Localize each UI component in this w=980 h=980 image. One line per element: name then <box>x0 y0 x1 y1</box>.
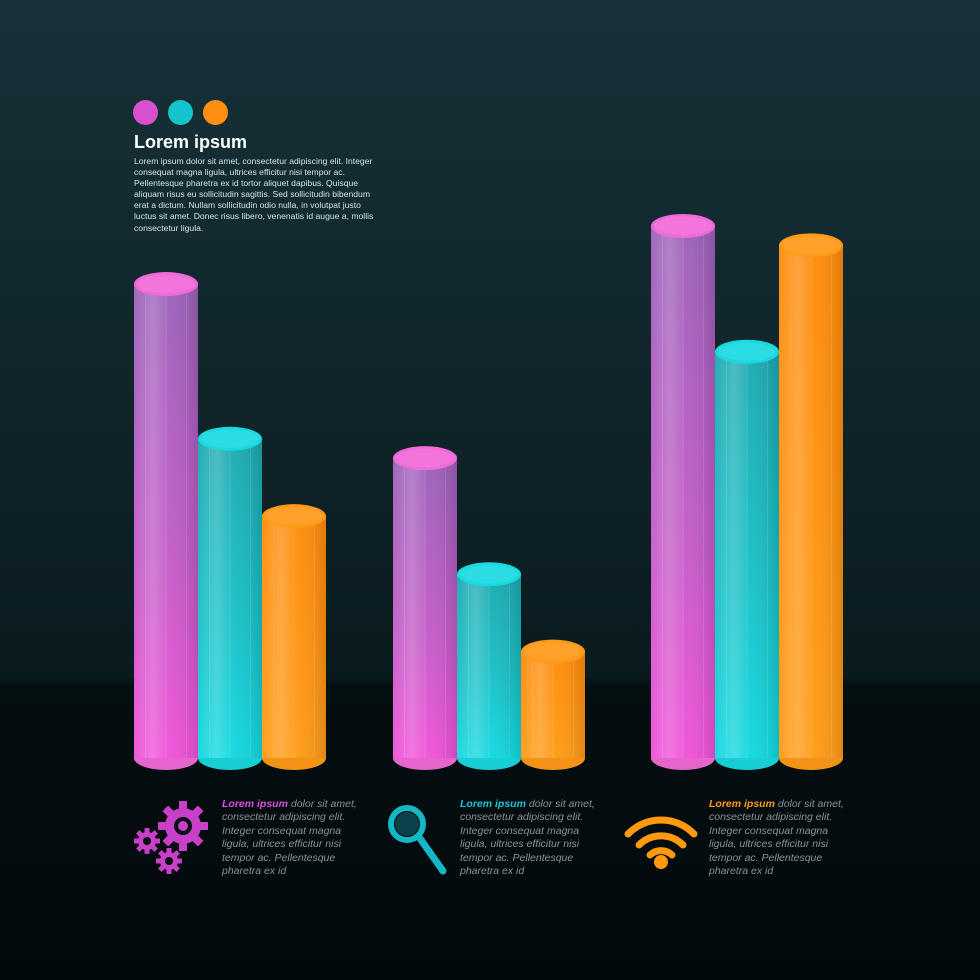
wifi-icon <box>624 816 698 869</box>
caption-3-lead: Lorem ipsum <box>709 798 775 810</box>
magnifier-icon <box>388 805 447 875</box>
bar-pink-group-2 <box>393 446 457 770</box>
bar-orange-group-1 <box>262 504 326 770</box>
caption-2-text: dolor sit amet, consectetur adipiscing e… <box>460 798 595 878</box>
bar-pink-group-1 <box>134 272 198 770</box>
bar-cyan-group-3 <box>715 339 779 770</box>
caption-1-text: dolor sit amet, consectetur adipiscing e… <box>222 798 357 878</box>
bar-orange-group-3 <box>779 233 843 770</box>
bar-pink-group-3 <box>651 214 715 770</box>
legend-dot-orange <box>203 100 228 125</box>
caption-1: Lorem ipsum dolor sit amet, consectetur … <box>222 798 367 878</box>
caption-2: Lorem ipsum dolor sit amet, consectetur … <box>460 798 605 878</box>
caption-2-lead: Lorem ipsum <box>460 798 526 810</box>
bar-cyan-group-1 <box>198 426 262 770</box>
legend-dot-cyan <box>168 100 193 125</box>
caption-3: Lorem ipsum dolor sit amet, consectetur … <box>709 798 854 878</box>
caption-1-lead: Lorem ipsum <box>222 798 288 810</box>
header-title: Lorem ipsum <box>134 132 248 152</box>
legend-dot-pink <box>133 100 158 125</box>
caption-3-text: dolor sit amet, consectetur adipiscing e… <box>709 798 844 878</box>
bar-cyan-group-2 <box>457 562 521 770</box>
header-body: Lorem ipsum dolor sit amet, consectetur … <box>134 156 374 233</box>
gears-icon <box>134 801 208 874</box>
legend-dots <box>133 100 228 125</box>
bar-orange-group-2 <box>521 639 585 770</box>
